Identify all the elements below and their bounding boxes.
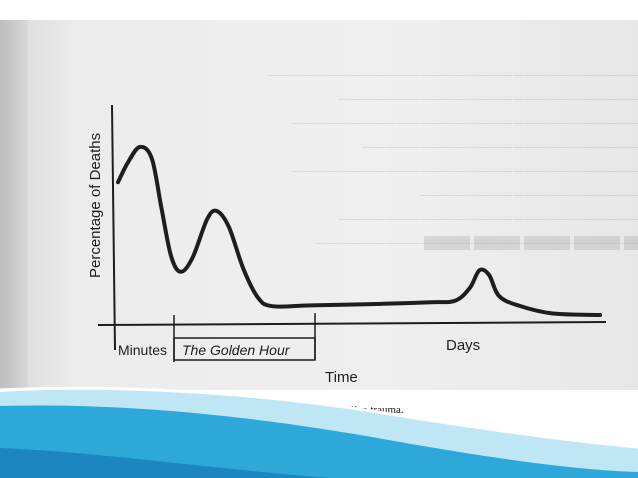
book-page-photo <box>0 20 638 390</box>
golden-hour-label: The Golden Hour <box>182 342 291 358</box>
x-axis-title: Time <box>325 369 358 386</box>
page-fold-shadow <box>0 20 28 390</box>
days-label: Days <box>446 337 480 354</box>
y-axis-title: Percentage of Deaths <box>87 133 104 278</box>
minutes-label: Minutes <box>118 342 167 358</box>
wave-mid <box>0 405 638 478</box>
y-axis <box>111 104 116 351</box>
mortality-curve-series <box>116 144 602 317</box>
wave-highlight-line <box>0 386 638 449</box>
trimodal-mortality-chart: Minutes The Golden Hour Days Time Percen… <box>87 104 607 386</box>
x-axis <box>97 321 607 326</box>
golden-hour-box <box>173 337 316 361</box>
wave-dark <box>0 448 330 478</box>
